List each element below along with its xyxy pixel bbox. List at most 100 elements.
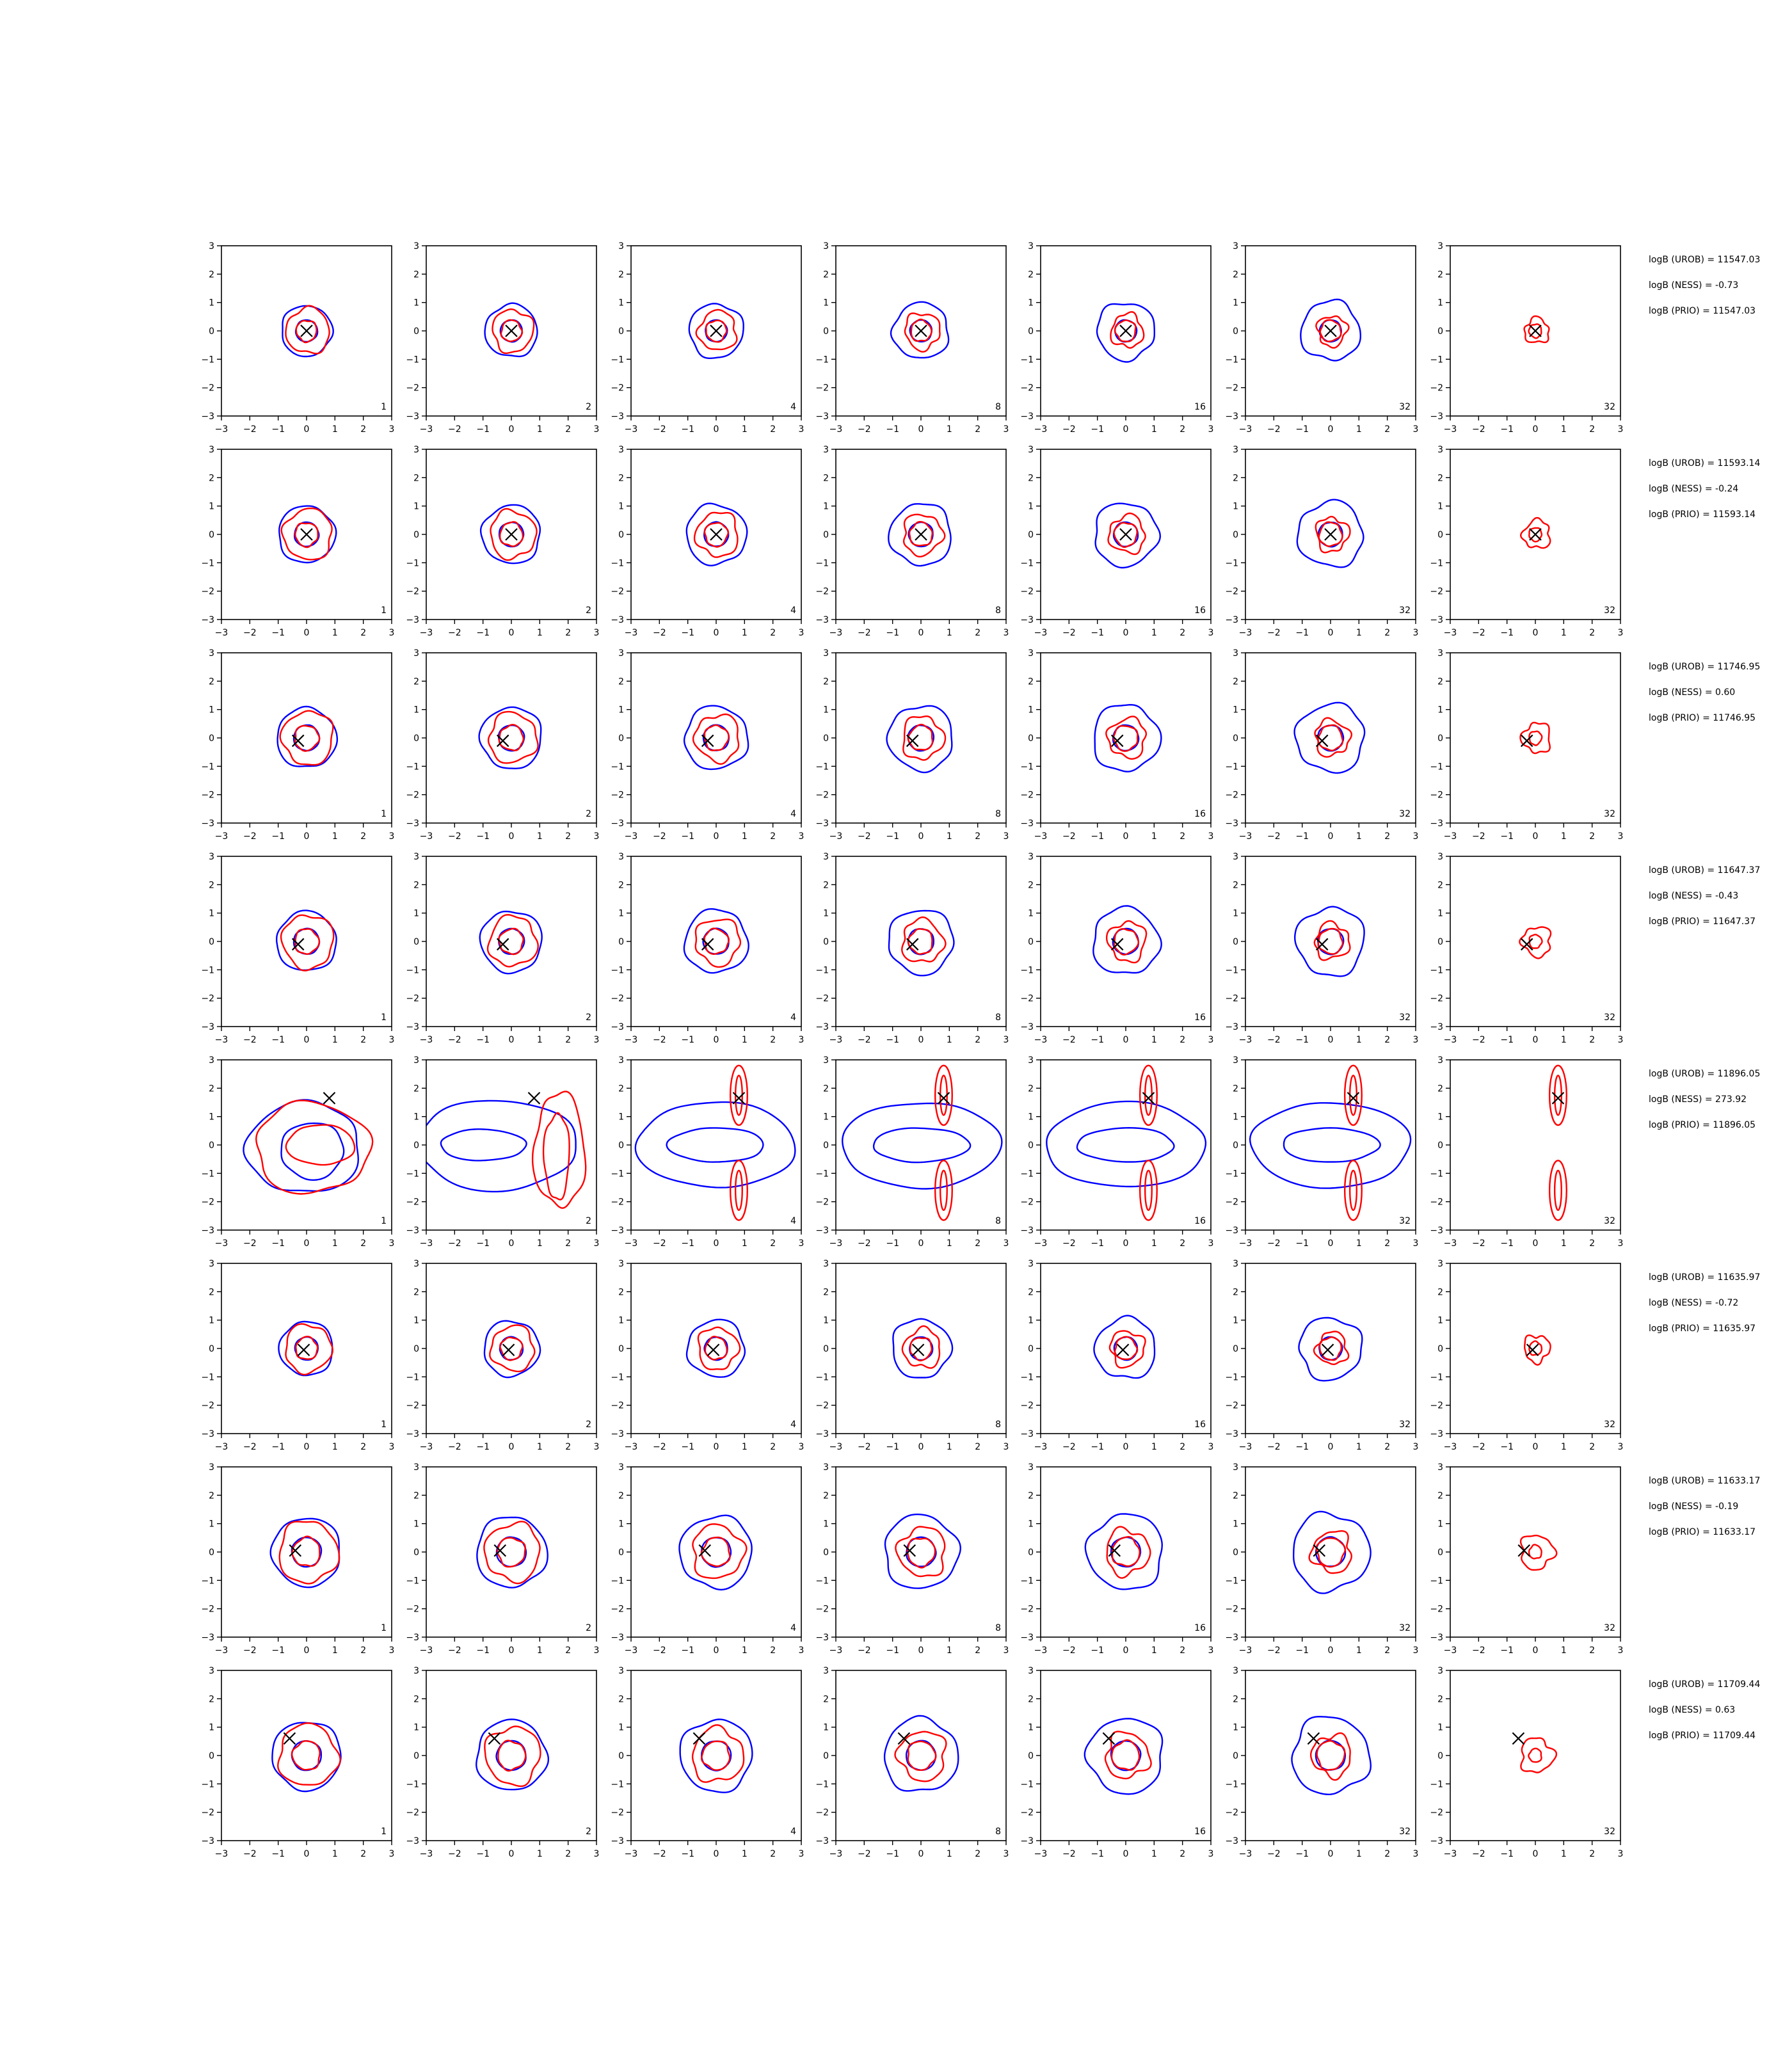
y-tick-label: 0 <box>618 1140 624 1151</box>
contour-layer <box>1092 905 1162 974</box>
x-tick-label: −3 <box>625 1442 638 1452</box>
x-tick-label: −1 <box>1091 628 1104 638</box>
x-tick-label: 2 <box>1180 1442 1185 1452</box>
y-tick-label: −2 <box>1020 383 1034 394</box>
red-contour <box>1105 716 1148 760</box>
y-tick-label: −2 <box>1225 1401 1238 1411</box>
x-tick-label: −2 <box>448 831 461 842</box>
column-label: 1 <box>381 402 387 412</box>
y-tick-label: −1 <box>815 1576 829 1586</box>
subplot-r7-c1: −3−3 −2 −2 −1 −1 0 0 1 1 2 2 3 3 1 <box>201 1462 394 1656</box>
column-label: 16 <box>1194 1216 1206 1226</box>
y-tick-label: 1 <box>1437 1316 1443 1326</box>
x-tick-label: −3 <box>1444 628 1457 638</box>
x-tick-label: −2 <box>1267 1238 1281 1249</box>
x-tick-label: −1 <box>271 424 285 435</box>
y-tick-label: 3 <box>618 1462 624 1473</box>
y-tick-label: −3 <box>1020 1022 1034 1032</box>
x-tick-label: −3 <box>420 1849 433 1859</box>
x-tick-label: 2 <box>770 628 776 638</box>
red-contour <box>939 1169 948 1212</box>
x-tick-label: −1 <box>476 1645 490 1656</box>
y-tick-label: 3 <box>1028 1259 1034 1269</box>
x-tick-label: −3 <box>1444 1238 1457 1249</box>
y-tick-label: −1 <box>815 1372 829 1382</box>
x-tick-label: 2 <box>1180 831 1185 842</box>
y-tick-label: 0 <box>1233 326 1238 337</box>
x-tick-label: −1 <box>1295 628 1309 638</box>
x-tick-label: 0 <box>509 1442 515 1452</box>
y-tick-label: −2 <box>1225 790 1238 801</box>
true-value-marker <box>1315 734 1329 748</box>
y-tick-label: −1 <box>1020 762 1034 772</box>
true-value-marker <box>496 938 509 951</box>
true-value-marker <box>1551 1092 1565 1105</box>
blue-contour <box>1084 1513 1164 1590</box>
red-contour <box>1139 1160 1158 1221</box>
y-tick-label: 2 <box>413 676 419 687</box>
x-tick-label: −3 <box>625 1645 638 1656</box>
y-tick-label: 3 <box>823 1259 829 1269</box>
y-tick-label: −2 <box>1430 1197 1443 1208</box>
contour-layer <box>1293 906 1365 977</box>
x-tick-label: 3 <box>1004 1035 1009 1045</box>
axes-frame <box>426 1466 597 1638</box>
x-tick-label: 3 <box>1208 831 1214 842</box>
subplot-r8-c4: −3−3 −2 −2 −1 −1 0 0 1 1 2 2 3 3 8 <box>815 1666 1009 1859</box>
y-tick-label: −1 <box>1020 1169 1034 1179</box>
x-tick-label: −3 <box>215 1442 228 1452</box>
y-tick-label: −1 <box>611 1372 624 1382</box>
y-tick-label: 1 <box>618 1519 624 1530</box>
true-value-marker <box>1119 324 1132 337</box>
y-tick-label: 0 <box>209 1548 214 1558</box>
contour-layer <box>478 706 542 770</box>
x-tick-label: −2 <box>858 1035 871 1045</box>
x-tick-label: 3 <box>1413 1442 1419 1452</box>
x-tick-label: 3 <box>1413 628 1419 638</box>
true-value-marker <box>297 1343 310 1356</box>
subplot-r8-c2: −3−3 −2 −2 −1 −1 0 0 1 1 2 2 3 3 2 <box>406 1666 599 1859</box>
x-tick-label: 0 <box>509 424 515 435</box>
y-tick-label: −3 <box>815 1429 829 1439</box>
y-tick-label: 2 <box>1437 473 1443 483</box>
x-tick-label: −2 <box>858 628 871 638</box>
blue-contour <box>278 1320 333 1377</box>
y-tick-label: −3 <box>611 1226 624 1236</box>
column-label: 32 <box>1604 1420 1615 1430</box>
y-tick-label: 0 <box>823 326 829 337</box>
x-tick-label: 1 <box>742 831 748 842</box>
y-tick-label: 3 <box>823 241 829 252</box>
red-contour <box>694 918 742 968</box>
y-tick-label: 3 <box>823 1666 829 1676</box>
x-tick-label: 0 <box>509 1238 515 1249</box>
y-tick-label: −2 <box>1225 1604 1238 1615</box>
column-label: 2 <box>586 1623 591 1633</box>
contour-layer <box>479 504 541 564</box>
x-tick-label: −3 <box>829 424 843 435</box>
y-tick-label: −2 <box>201 1401 214 1411</box>
red-contour <box>894 1731 947 1782</box>
x-tick-label: −3 <box>829 1645 843 1656</box>
x-tick-label: 0 <box>1123 1238 1129 1249</box>
y-tick-label: −3 <box>815 1836 829 1846</box>
column-label: 32 <box>1604 1623 1615 1633</box>
y-tick-label: 3 <box>209 1666 214 1676</box>
y-tick-label: 1 <box>1437 502 1443 512</box>
x-tick-label: −1 <box>476 1849 490 1859</box>
blue-contour <box>888 503 952 567</box>
y-tick-label: −3 <box>1430 615 1443 625</box>
column-label: 1 <box>381 1420 387 1430</box>
y-tick-label: 1 <box>1028 502 1034 512</box>
true-value-marker <box>701 734 714 748</box>
x-tick-label: 3 <box>1413 1035 1419 1045</box>
red-contour <box>1317 724 1344 751</box>
axes-frame <box>1245 1466 1416 1638</box>
y-tick-label: 0 <box>1437 733 1443 744</box>
y-tick-label: 2 <box>1028 1694 1034 1704</box>
red-contour <box>486 914 539 968</box>
x-tick-label: −1 <box>1500 1849 1514 1859</box>
row-stat-label: logB (UROB) = 11593.14 <box>1649 458 1760 468</box>
contour-layer <box>685 1318 746 1378</box>
y-tick-label: 1 <box>618 298 624 308</box>
y-tick-label: −3 <box>1430 1836 1443 1846</box>
